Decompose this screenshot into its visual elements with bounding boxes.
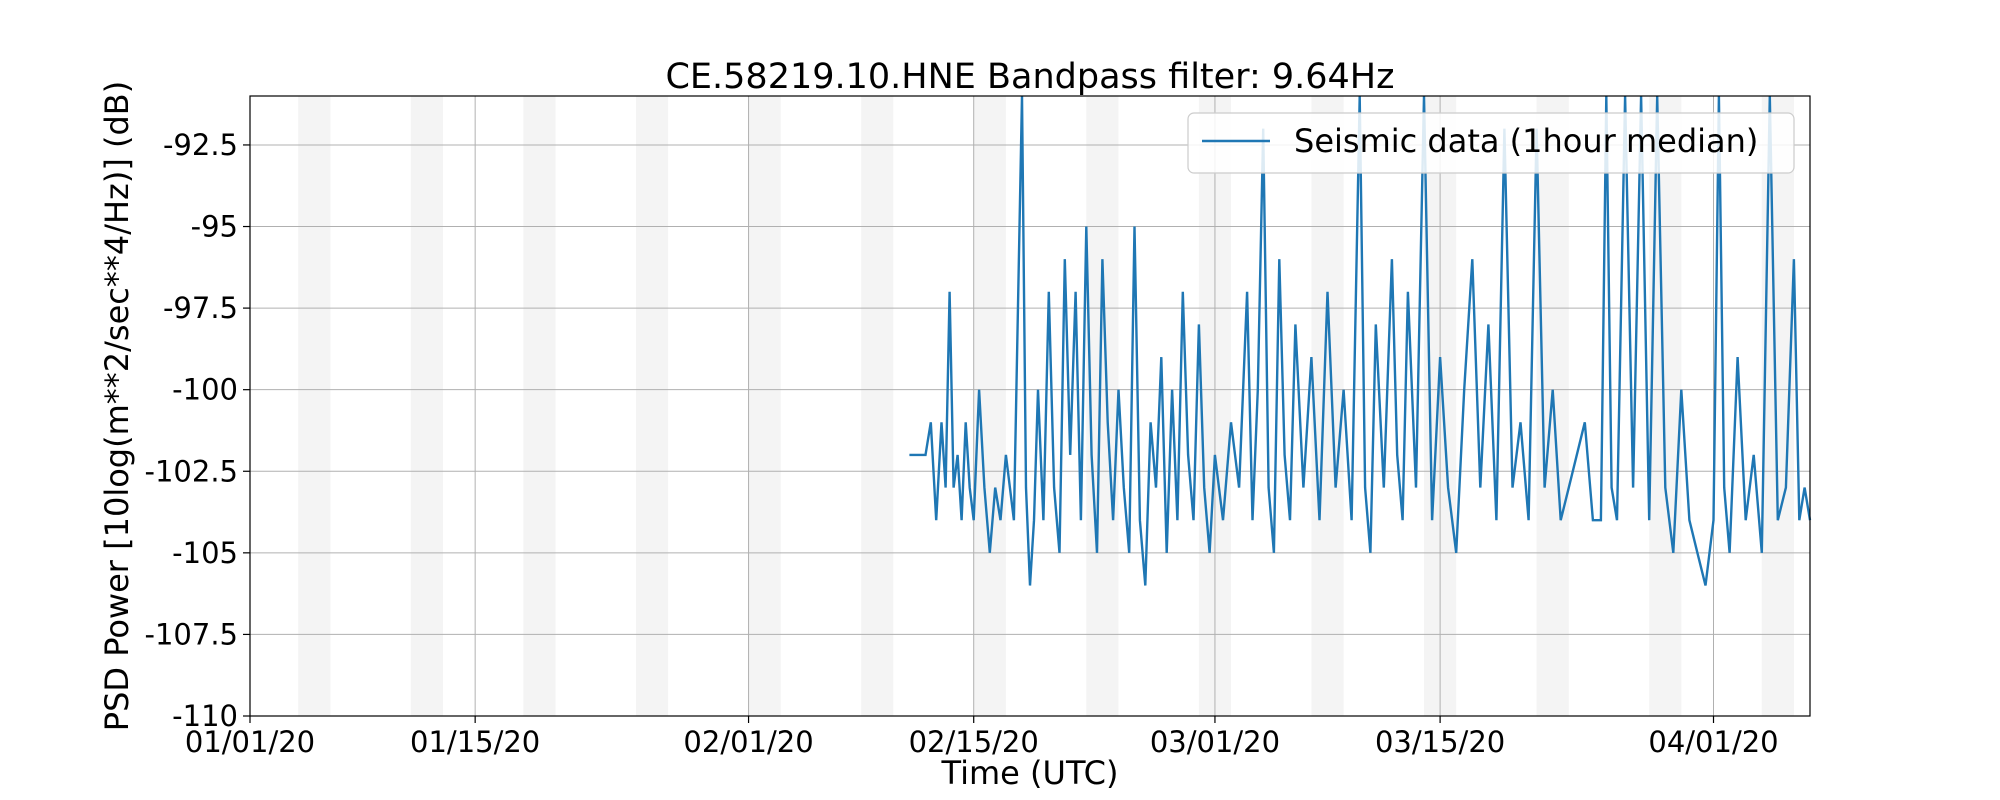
- y-tick-label: -105: [172, 536, 238, 570]
- y-tick-label: -107.5: [145, 617, 239, 651]
- x-tick-label: 03/15/20: [1375, 725, 1505, 759]
- legend-label: Seismic data (1hour median): [1294, 122, 1758, 160]
- y-tick-label: -97.5: [163, 291, 238, 325]
- y-tick-label: -100: [172, 373, 238, 407]
- weekend-band: [748, 96, 781, 716]
- x-tick-label: 01/15/20: [410, 725, 540, 759]
- weekend-band: [635, 96, 669, 716]
- y-axis-label: PSD Power [10log(m**2/sec**4/Hz)] (dB): [98, 81, 136, 731]
- legend: Seismic data (1hour median): [1187, 112, 1795, 174]
- x-tick-label: 02/15/20: [909, 725, 1039, 759]
- plot-frame: [249, 95, 1811, 717]
- chart-title: CE.58219.10.HNE Bandpass filter: 9.64Hz: [665, 57, 1394, 97]
- y-tick-label: -92.5: [163, 128, 238, 162]
- axis-ticks: 01/01/20 01/15/20 02/01/20 02/15/20 03/01/20…: [145, 128, 1779, 759]
- x-tick-label: 04/01/20: [1648, 725, 1778, 759]
- x-tick-label: 01/01/20: [185, 725, 315, 759]
- weekend-band: [298, 96, 331, 716]
- grid-lines: [249, 96, 1810, 717]
- legend-box: [1187, 112, 1795, 174]
- weekend-shading-bands: [298, 96, 1794, 716]
- y-tick-label: -102.5: [145, 454, 239, 488]
- y-tick-label: -110: [172, 699, 238, 733]
- weekend-band: [410, 96, 443, 716]
- weekend-band: [523, 96, 556, 716]
- x-tick-label: 03/01/20: [1150, 725, 1280, 759]
- x-axis-label: Time (UTC): [941, 754, 1119, 792]
- y-tick-label: -95: [191, 210, 238, 244]
- x-tick-label: 02/01/20: [683, 725, 813, 759]
- weekend-band: [861, 96, 894, 716]
- weekend-band: [1311, 96, 1344, 716]
- weekend-band: [1649, 96, 1682, 716]
